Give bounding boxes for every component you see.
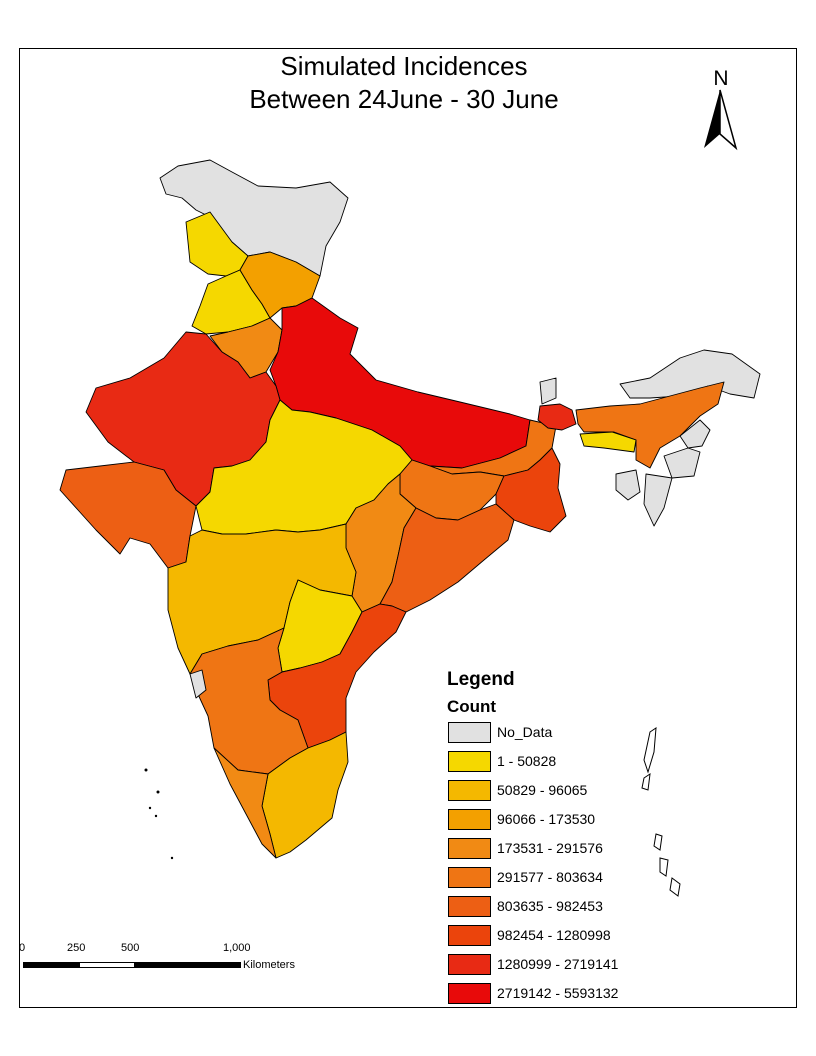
- region-jammu-kashmir: [159, 159, 349, 277]
- scale-tick: 1,000: [223, 942, 251, 954]
- region-odisha: [379, 503, 515, 613]
- legend-item: 1280999 - 2719141: [447, 954, 657, 983]
- legend-item: 982454 - 1280998: [447, 925, 657, 954]
- legend-item: 50829 - 96065: [447, 780, 657, 809]
- legend-label: 803635 - 982453: [497, 898, 603, 914]
- region-assam-west: [537, 403, 577, 431]
- region-mizoram: [643, 473, 673, 527]
- scale-segment: [23, 962, 79, 968]
- region-meghalaya: [579, 431, 637, 453]
- scale-units: Kilometers: [243, 959, 295, 971]
- legend-swatch: [448, 954, 491, 975]
- legend-swatch: [448, 896, 491, 917]
- legend-item: 1 - 50828: [447, 751, 657, 780]
- scale-bar: 0 250 500 1,000 Kilometers: [19, 942, 319, 982]
- map-title: Simulated Incidences Between 24June - 30…: [200, 50, 608, 116]
- scale-segment: [79, 962, 135, 968]
- region-manipur: [663, 447, 701, 479]
- legend-subtitle: Count: [447, 697, 497, 716]
- legend-label: 291577 - 803634: [497, 869, 603, 885]
- region-sikkim: [539, 377, 557, 405]
- legend-label: 50829 - 96065: [497, 782, 588, 798]
- legend-swatch: [448, 780, 491, 801]
- north-arrow-icon: [704, 89, 738, 151]
- map-title-line-1: Simulated Incidences: [280, 51, 528, 81]
- scale-tick: 250: [67, 942, 86, 954]
- legend-item: 173531 - 291576: [447, 838, 657, 867]
- scale-segment: [135, 962, 241, 968]
- region-goa: [189, 669, 207, 699]
- legend-item: No_Data: [447, 722, 657, 751]
- lakshadweep-islands: [144, 768, 174, 860]
- legend-swatch: [448, 838, 491, 859]
- legend-label: 2719142 - 5593132: [497, 985, 619, 1001]
- scale-tick: 500: [121, 942, 140, 954]
- legend-label: 1280999 - 2719141: [497, 956, 619, 972]
- legend-swatch: [448, 809, 491, 830]
- legend-item: 803635 - 982453: [447, 896, 657, 925]
- scale-tick: 0: [19, 942, 26, 954]
- legend-item: 2719142 - 5593132: [447, 983, 657, 1012]
- region-kerala: [213, 747, 277, 859]
- north-arrow: N: [698, 68, 744, 152]
- north-label: N: [713, 67, 729, 90]
- legend: Legend Count No_Data 1 - 50828 50829 - 9…: [447, 668, 657, 1012]
- legend-label: 173531 - 291576: [497, 840, 603, 856]
- map-frame: [19, 48, 797, 1008]
- region-tripura: [615, 469, 641, 501]
- legend-swatch: [448, 751, 491, 772]
- legend-item: 96066 - 173530: [447, 809, 657, 838]
- region-nagaland: [679, 419, 711, 449]
- legend-swatch: [448, 722, 491, 743]
- legend-swatch: [448, 867, 491, 888]
- legend-label: 1 - 50828: [497, 753, 557, 769]
- legend-swatch: [448, 983, 491, 1004]
- map-title-line-2: Between 24June - 30 June: [249, 84, 559, 114]
- legend-swatch: [448, 925, 491, 946]
- legend-label: 96066 - 173530: [497, 811, 596, 827]
- legend-label: 982454 - 1280998: [497, 927, 611, 943]
- andaman-islands: [641, 727, 681, 897]
- legend-item: 291577 - 803634: [447, 867, 657, 896]
- legend-label: No_Data: [497, 724, 553, 740]
- legend-title: Legend: [447, 669, 515, 690]
- region-arunachal: [619, 349, 761, 399]
- region-karnataka: [189, 627, 309, 775]
